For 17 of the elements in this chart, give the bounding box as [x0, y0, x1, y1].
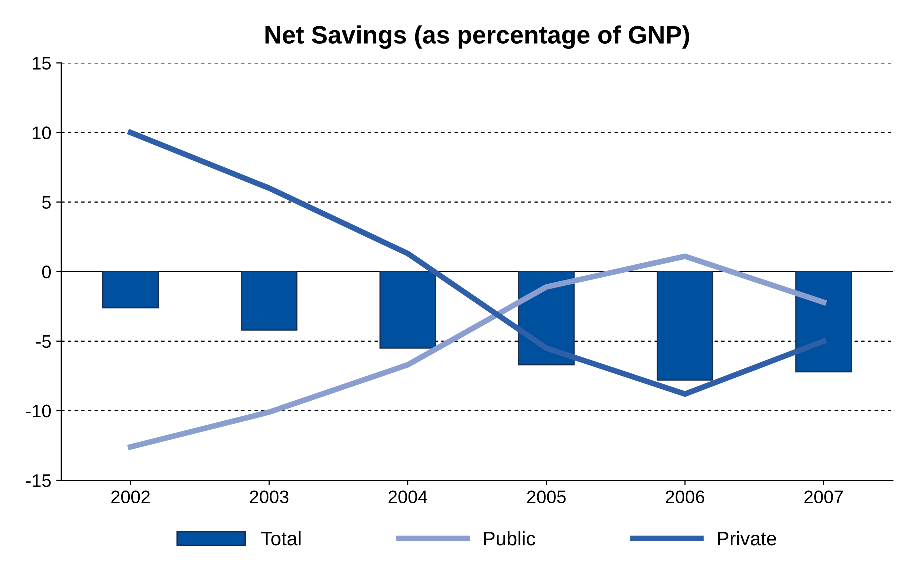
x-tick-label: 2002	[112, 490, 150, 504]
y-tick-label: 15	[33, 57, 51, 70]
x-tick-label: 2005	[527, 490, 566, 504]
y-tick-label: 5	[42, 196, 51, 210]
y-tick-label: 0	[42, 266, 52, 279]
x-tick-label: 2006	[666, 490, 705, 504]
y-tick-label: -15	[26, 474, 51, 488]
legend-label: Private	[718, 531, 776, 546]
y-tick-label: -5	[36, 336, 51, 348]
chart-title: Net Savings (as percentage of GNP)	[266, 26, 690, 50]
x-tick-label: 2007	[804, 490, 844, 504]
legend-label: Total	[261, 531, 301, 546]
y-tick-label: -10	[26, 404, 52, 418]
y-tick-label: 10	[33, 126, 52, 140]
x-tick-label: 2003	[250, 490, 289, 504]
x-tick-label: 2004	[388, 490, 428, 504]
legend-label: Public	[484, 531, 536, 546]
